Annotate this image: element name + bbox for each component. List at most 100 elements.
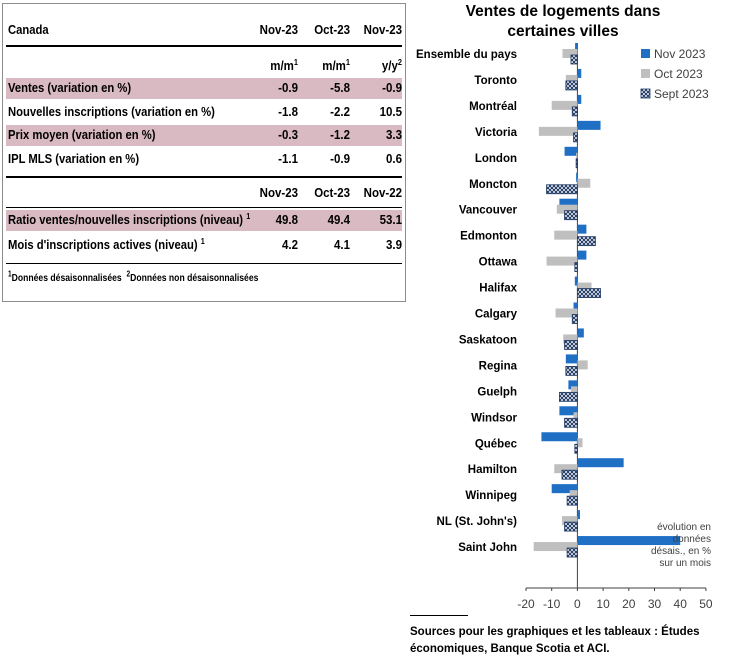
bar xyxy=(564,146,578,156)
category-label: Regina xyxy=(479,360,518,372)
bar xyxy=(574,262,578,273)
category-label: Calgary xyxy=(475,309,518,321)
bar xyxy=(554,464,578,474)
category-label: Moncton xyxy=(469,179,517,191)
bar xyxy=(554,230,578,240)
bar xyxy=(575,158,578,169)
cell-value: 3.3 xyxy=(386,128,402,142)
x-tick-label: -20 xyxy=(517,597,535,611)
legend-label: Sept 2023 xyxy=(654,87,709,101)
cell-value: 0.6 xyxy=(386,152,402,166)
table-row: Prix moyen (variation en %) -0.3 -1.2 3.… xyxy=(6,125,402,146)
bar xyxy=(559,391,578,402)
bar xyxy=(559,198,578,208)
category-label: Winnipeg xyxy=(465,490,517,502)
unit-label: m/m1 xyxy=(322,57,350,73)
bar xyxy=(555,308,578,318)
bar xyxy=(546,256,578,266)
divider xyxy=(6,207,402,208)
row-label: Mois d'inscriptions actives (niveau) 1 xyxy=(8,236,205,252)
x-tick-label: 50 xyxy=(699,597,713,611)
bar xyxy=(574,276,578,286)
cell-value: -0.9 xyxy=(382,81,402,95)
bar xyxy=(576,288,601,298)
cell-value: 10.5 xyxy=(379,105,402,119)
cell-value: -1.8 xyxy=(278,105,298,119)
chart-annotation: désais., en % xyxy=(651,546,711,557)
bar-chart: Ensemble du pays Toronto Montréal Victoria L… xyxy=(416,43,713,611)
bar xyxy=(546,184,578,195)
bar xyxy=(564,340,578,350)
x-tick-label: 10 xyxy=(596,597,610,611)
cell-value: 4.2 xyxy=(282,238,298,252)
bar xyxy=(577,68,582,78)
col-header: Oct-23 xyxy=(314,23,350,37)
bar xyxy=(565,365,578,376)
cell-value: -0.3 xyxy=(278,128,298,142)
category-label: London xyxy=(475,153,517,165)
cell-value: -0.9 xyxy=(278,81,298,95)
category-label: Victoria xyxy=(475,127,518,139)
legend-swatch xyxy=(640,88,651,99)
unit-label: m/m1 xyxy=(270,57,298,73)
category-label: Toronto xyxy=(474,75,517,87)
units-row: m/m1 m/m1 y/y2 xyxy=(6,56,402,77)
table-header-row: Canada Nov-23 Oct-23 Nov-23 xyxy=(6,20,402,41)
bar xyxy=(577,438,583,448)
table-region: Canada xyxy=(8,23,49,37)
table-footnote: 1Données désaisonnalisées 2Données non d… xyxy=(8,269,259,284)
legend-swatch xyxy=(641,49,650,58)
bar xyxy=(562,49,578,58)
bar xyxy=(565,80,578,91)
divider xyxy=(6,263,402,264)
col-header: Nov-23 xyxy=(363,23,402,37)
legend-swatch xyxy=(641,69,650,78)
bar xyxy=(565,354,578,364)
bar xyxy=(541,432,578,442)
chart-annotation: évolution en xyxy=(657,522,711,533)
col-header: Nov-23 xyxy=(259,186,298,200)
bar xyxy=(551,484,578,494)
table-row: IPL MLS (variation en %) -1.1 -0.9 0.6 xyxy=(6,149,402,170)
sources-divider xyxy=(410,615,468,616)
bar xyxy=(577,282,592,292)
bar xyxy=(566,495,578,506)
sources-note: Sources pour les graphiques et les table… xyxy=(410,626,700,655)
bar xyxy=(577,328,584,338)
bar xyxy=(576,172,578,182)
bar xyxy=(576,236,596,247)
category-label: Montréal xyxy=(469,101,517,113)
category-label: Ensemble du pays xyxy=(416,49,517,61)
legend-label: Nov 2023 xyxy=(654,47,706,61)
category-label: Vancouver xyxy=(459,205,518,217)
cell-value: 49.4 xyxy=(327,213,350,227)
divider xyxy=(6,45,402,47)
cell-value: -0.9 xyxy=(330,152,350,166)
bar xyxy=(574,443,578,454)
bar xyxy=(576,152,578,162)
bar xyxy=(577,120,601,130)
row-label: IPL MLS (variation en %) xyxy=(8,152,140,166)
x-tick-label: 0 xyxy=(574,597,581,611)
bar xyxy=(566,547,578,558)
row-label: Ventes (variation en %) xyxy=(8,81,132,95)
x-tick-label: 30 xyxy=(648,597,662,611)
category-label: Ottawa xyxy=(479,257,518,269)
chart-annotation: données xyxy=(673,534,711,545)
table-header-row: Nov-23 Oct-23 Nov-22 xyxy=(6,183,402,204)
row-label: Prix moyen (variation en %) xyxy=(8,128,156,142)
row-label: Nouvelles inscriptions (variation en %) xyxy=(8,105,215,119)
cell-value: 53.1 xyxy=(379,213,402,227)
chart-annotation: sur un mois xyxy=(659,558,711,569)
bar xyxy=(564,210,578,221)
table-row: Nouvelles inscriptions (variation en %) … xyxy=(6,102,402,123)
bar xyxy=(575,43,578,52)
x-tick-label: -10 xyxy=(543,597,561,611)
col-header: Oct-23 xyxy=(314,186,350,200)
cell-value: -1.1 xyxy=(278,152,298,166)
bar xyxy=(569,490,578,500)
cell-value: 3.9 xyxy=(386,238,402,252)
bar xyxy=(577,360,588,370)
category-label: Québec xyxy=(475,438,518,450)
bar xyxy=(571,314,578,324)
